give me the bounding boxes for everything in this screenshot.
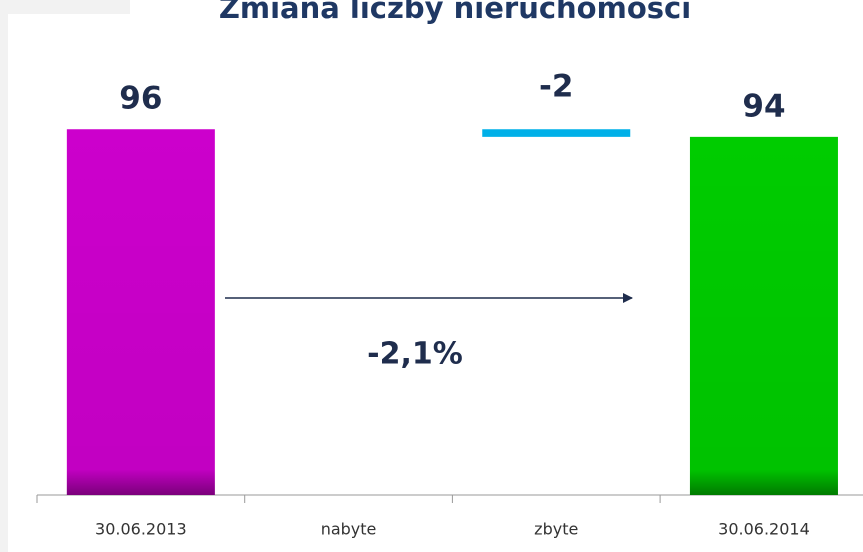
data-label: 94 [742, 88, 785, 124]
x-tick-label: zbyte [534, 520, 578, 539]
bar [482, 129, 631, 137]
x-tick-label: nabyte [321, 520, 377, 539]
annotation: -2,1% [367, 337, 463, 372]
data-label: -2 [539, 69, 573, 105]
data-label: 96 [119, 81, 162, 117]
x-tick-label: 30.06.2014 [718, 520, 810, 539]
side-strip [0, 0, 8, 552]
bar-shade [689, 136, 838, 496]
corner-strip [0, 0, 130, 14]
bar-shade [66, 129, 215, 496]
chart-title: Zmiana liczby nieruchomości [219, 0, 691, 25]
x-tick-label: 30.06.2013 [95, 520, 187, 539]
